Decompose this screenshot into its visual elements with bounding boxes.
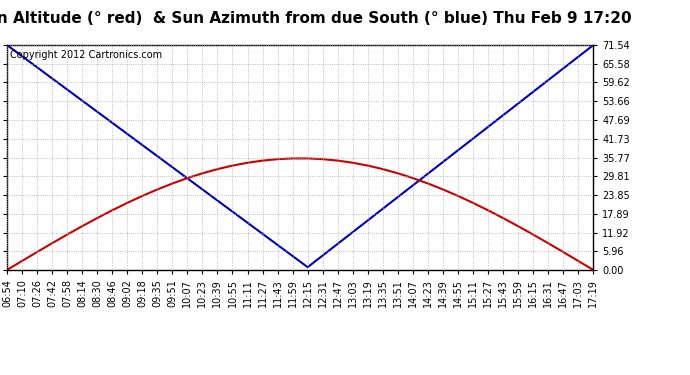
Text: Sun Altitude (° red)  & Sun Azimuth from due South (° blue) Thu Feb 9 17:20: Sun Altitude (° red) & Sun Azimuth from …: [0, 11, 632, 26]
Text: Copyright 2012 Cartronics.com: Copyright 2012 Cartronics.com: [10, 50, 162, 60]
